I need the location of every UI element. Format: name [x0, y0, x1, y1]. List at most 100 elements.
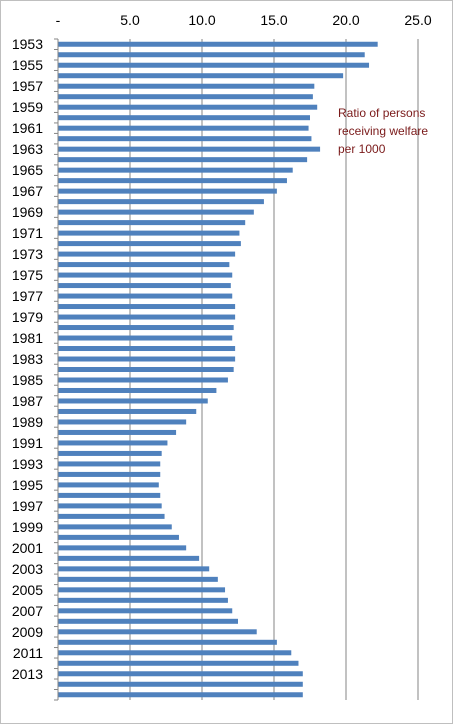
bar-1973: [58, 251, 236, 257]
bar-1987: [58, 398, 208, 404]
y-tick-label: 1989: [12, 414, 43, 430]
y-tick-label: 1973: [12, 246, 43, 262]
bar-2006: [58, 597, 228, 603]
bar-1976: [58, 283, 231, 289]
y-tick-label: 2007: [12, 603, 43, 619]
bar-1967: [58, 188, 277, 194]
bar-1953: [58, 41, 378, 47]
bar-2000: [58, 534, 179, 540]
bar-1979: [58, 314, 236, 320]
bar-1995: [58, 482, 159, 488]
bar-1971: [58, 230, 240, 236]
bar-1964: [58, 157, 308, 163]
y-tick-label: 1967: [12, 183, 43, 199]
y-tick-label: 1991: [12, 435, 43, 451]
bar-1959: [58, 104, 318, 110]
bar-1981: [58, 335, 233, 341]
y-tick-label: 2005: [12, 582, 43, 598]
y-tick-label: 1957: [12, 78, 43, 94]
bar-1974: [58, 262, 230, 268]
bar-2011: [58, 650, 292, 656]
x-tick-label: 25.0: [404, 12, 431, 28]
bar-1970: [58, 220, 246, 226]
bar-2012: [58, 660, 299, 666]
bar-1978: [58, 304, 236, 310]
bar-2009: [58, 629, 257, 635]
bar-2013: [58, 671, 303, 677]
bar-1969: [58, 209, 254, 215]
y-tick-label: 1979: [12, 309, 43, 325]
bar-1966: [58, 178, 287, 184]
x-tick-label: 10.0: [188, 12, 215, 28]
y-tick-label: 1977: [12, 288, 43, 304]
y-tick-label: 1983: [12, 351, 43, 367]
bar-1985: [58, 377, 228, 383]
y-tick-label: 1959: [12, 99, 43, 115]
y-tick-label: 1953: [12, 36, 43, 52]
bar-1998: [58, 513, 165, 519]
bar-2014: [58, 681, 303, 687]
bar-1993: [58, 461, 161, 467]
bar-1992: [58, 450, 162, 456]
bar-1972: [58, 241, 241, 247]
bar-1956: [58, 73, 344, 79]
bar-1977: [58, 293, 233, 299]
bar-2002: [58, 555, 200, 561]
y-tick-label: 2003: [12, 561, 43, 577]
x-tick-label: 20.0: [332, 12, 359, 28]
bar-1997: [58, 503, 162, 509]
y-tick-label: 1987: [12, 393, 43, 409]
y-tick-label: 1965: [12, 162, 43, 178]
y-tick-label: 1961: [12, 120, 43, 136]
y-tick-label: 2011: [13, 645, 43, 661]
bar-1983: [58, 356, 236, 362]
bar-1955: [58, 62, 370, 68]
y-tick-label: 1969: [12, 204, 43, 220]
bar-2004: [58, 576, 218, 582]
bar-2015: [58, 692, 303, 698]
bar-1986: [58, 387, 217, 393]
y-tick-label: 2009: [12, 624, 43, 640]
bar-1965: [58, 167, 293, 173]
bar-1954: [58, 52, 365, 58]
y-tick-label: 1985: [12, 372, 43, 388]
x-tick-label: 15.0: [260, 12, 287, 28]
y-tick-label: 1981: [12, 330, 43, 346]
bar-1984: [58, 367, 234, 372]
x-tick-label: 5.0: [120, 12, 140, 28]
y-tick-label: 1995: [12, 477, 43, 493]
y-tick-label: 1971: [12, 225, 43, 241]
bar-1968: [58, 199, 264, 205]
bar-1958: [58, 94, 313, 100]
bar-1980: [58, 325, 234, 331]
bar-1957: [58, 83, 315, 89]
y-tick-label: 2013: [12, 666, 43, 682]
bar-1960: [58, 115, 310, 121]
y-tick-label: 1993: [12, 456, 43, 472]
y-tick-label: 1963: [12, 141, 43, 157]
bar-2003: [58, 566, 210, 572]
y-tick-label: 1999: [12, 519, 43, 535]
bar-2005: [58, 587, 226, 593]
y-tick-label: 1955: [12, 57, 43, 73]
bar-1962: [58, 136, 312, 142]
bar-1975: [58, 272, 233, 278]
bar-2007: [58, 608, 233, 614]
x-tick-label: -: [56, 12, 61, 28]
bar-2010: [58, 639, 277, 645]
bar-1991: [58, 440, 168, 446]
bar-1961: [58, 125, 309, 131]
bar-1982: [58, 346, 236, 352]
bar-1963: [58, 146, 321, 152]
bar-2001: [58, 545, 187, 551]
y-tick-label: 2001: [12, 540, 43, 556]
bar-1989: [58, 419, 187, 425]
bar-2008: [58, 618, 238, 624]
bar-1996: [58, 492, 161, 498]
bar-1990: [58, 429, 177, 435]
bar-1994: [58, 471, 161, 477]
bar-1999: [58, 524, 172, 530]
chart-annotation: Ratio of persons receiving welfare per 1…: [338, 106, 429, 156]
